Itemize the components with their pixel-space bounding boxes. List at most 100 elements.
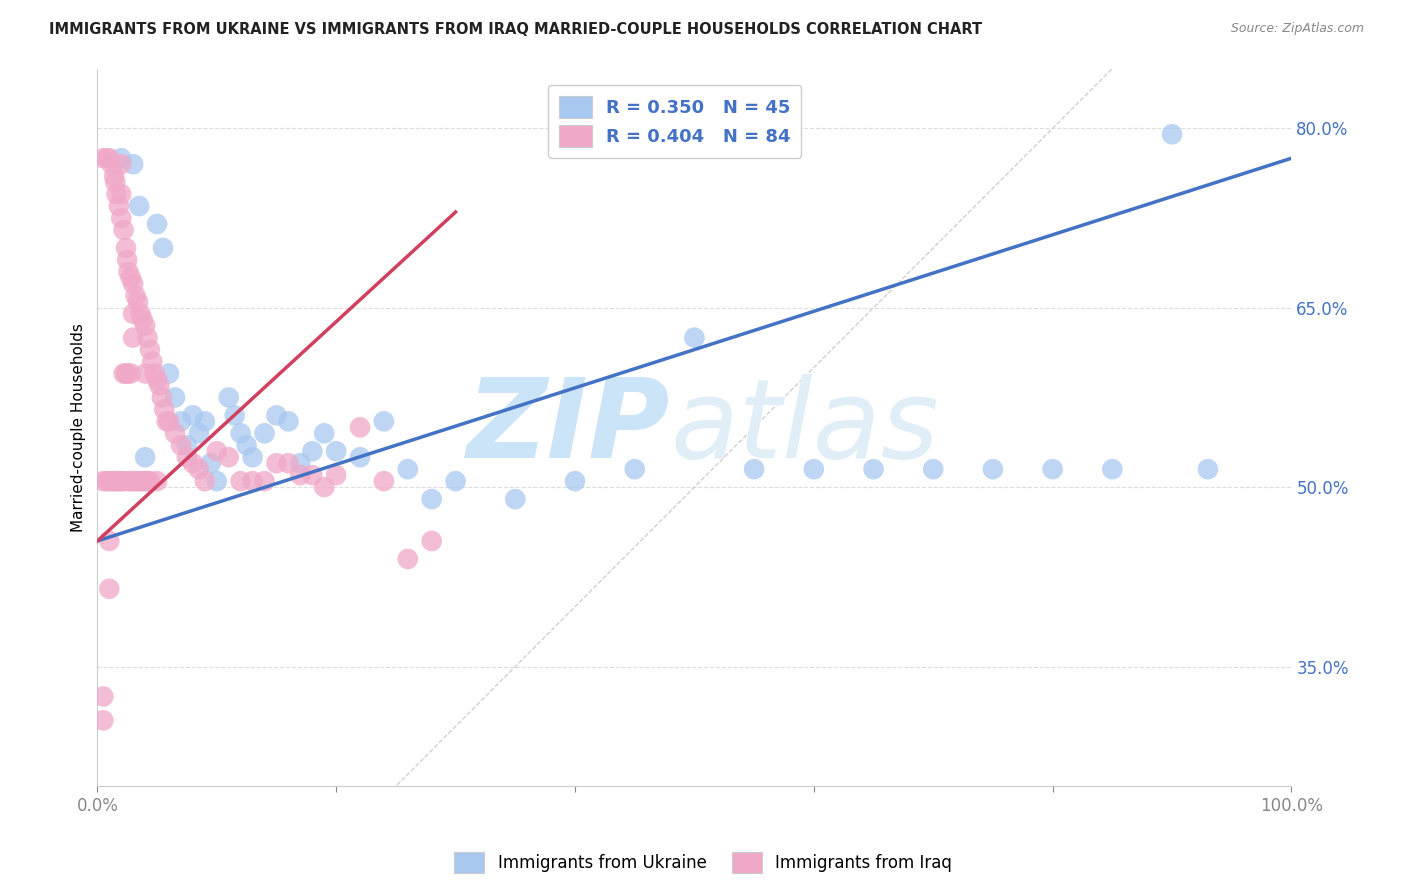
Point [134,318,156,333]
Point [98,474,121,488]
Point [205,444,228,458]
Point [1161,128,1184,142]
Point [124,474,146,488]
Point [91,474,114,488]
Point [132,312,155,326]
Text: IMMIGRANTS FROM UKRAINE VS IMMIGRANTS FROM IRAQ MARRIED-COUPLE HOUSEHOLDS CORREL: IMMIGRANTS FROM UKRAINE VS IMMIGRANTS FR… [49,22,983,37]
Point [112,474,135,488]
Point [98,533,121,548]
Point [122,307,145,321]
Point [420,533,443,548]
Point [301,444,323,458]
Point [396,552,419,566]
Point [301,468,323,483]
Point [742,462,765,476]
Point [100,157,122,171]
Point [503,492,526,507]
Point [108,474,131,488]
Point [325,444,347,458]
Point [146,372,169,386]
Point [110,211,132,225]
Point [122,157,145,171]
Point [922,462,945,476]
Point [143,367,166,381]
Point [157,414,180,428]
Point [314,480,336,494]
Point [104,175,127,189]
Point [117,265,139,279]
Point [146,474,169,488]
Point [266,409,288,423]
Y-axis label: Married-couple Households: Married-couple Households [72,323,86,532]
Text: Source: ZipAtlas.com: Source: ZipAtlas.com [1230,22,1364,36]
Point [277,414,299,428]
Point [325,468,347,483]
Text: atlas: atlas [671,374,939,481]
Point [115,367,138,381]
Point [129,307,152,321]
Point [187,462,209,476]
Point [266,456,288,470]
Point [242,450,264,465]
Point [803,462,825,476]
Point [1042,462,1064,476]
Point [373,414,395,428]
Point [136,331,159,345]
Point [96,474,118,488]
Point [194,474,217,488]
Point [981,462,1004,476]
Point [229,474,252,488]
Point [112,223,135,237]
Point [229,426,252,441]
Point [187,426,209,441]
Point [253,426,276,441]
Point [150,391,173,405]
Point [420,492,443,507]
Point [218,450,240,465]
Point [127,474,149,488]
Point [253,474,276,488]
Point [134,367,156,381]
Point [112,367,135,381]
Point [862,462,884,476]
Point [181,456,204,470]
Point [349,450,371,465]
Point [110,187,132,202]
Point [122,474,145,488]
Point [277,456,299,470]
Point [115,367,138,381]
Point [170,438,193,452]
Point [146,217,169,231]
Point [134,474,156,488]
Point [170,414,193,428]
Point [1101,462,1123,476]
Point [396,462,419,476]
Point [105,187,128,202]
Point [139,474,162,488]
Point [176,450,198,465]
Point [224,409,246,423]
Legend: Immigrants from Ukraine, Immigrants from Iraq: Immigrants from Ukraine, Immigrants from… [447,846,959,880]
Point [163,426,186,441]
Point [115,252,138,267]
Point [120,474,142,488]
Point [290,456,312,470]
Point [98,151,121,165]
Point [120,367,142,381]
Point [110,151,132,165]
Point [176,438,198,452]
Point [108,199,131,213]
Point [122,277,145,291]
Point [200,456,222,470]
Point [349,420,371,434]
Point [153,402,176,417]
Point [148,378,170,392]
Point [91,690,114,704]
Point [98,582,121,596]
Point [181,409,204,423]
Point [91,714,114,728]
Point [115,241,138,255]
Point [683,331,706,345]
Point [623,462,645,476]
Point [157,367,180,381]
